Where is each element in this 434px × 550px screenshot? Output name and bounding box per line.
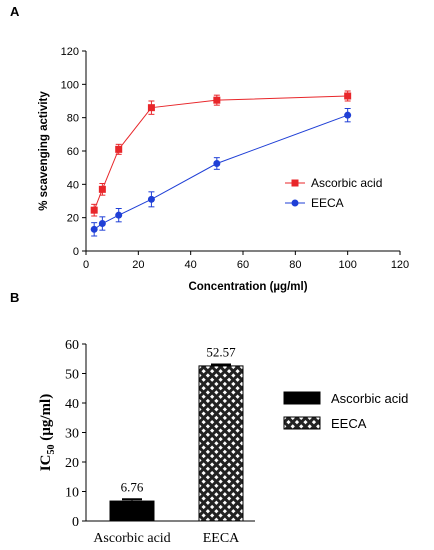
data-point [90,225,98,233]
data-label: 52.57 [206,344,236,359]
legend-label: EECA [311,196,344,210]
panel-b-chart: 0 10 20 30 40 50 60 IC50 (µg/ml) 6.76 Ascorbic ac… [38,338,408,546]
data-point [344,111,352,119]
x-tick-label: 120 [391,259,409,271]
y-tick-label: 0 [73,246,79,258]
legend-marker [291,179,299,187]
panel-b-label: B [10,290,19,305]
legend-label: EECA [331,416,367,431]
legend-label: Ascorbic acid [311,176,382,190]
series-line-1 [93,95,348,211]
y-axis-title: % scavenging activity [38,91,50,211]
panel-a-chart: 0 20 40 60 80 100 120 0 20 40 60 80 100 120 Concentrat… [38,46,409,293]
data-point [147,195,155,203]
y-tick-label: 50 [65,368,79,383]
x-tick-label: 20 [132,259,144,271]
x-tick-label: 100 [338,259,356,271]
y-tick-label: 20 [65,456,79,471]
data-point [344,92,352,100]
data-point [147,104,155,112]
data-label: 6.76 [121,479,144,494]
data-point [98,220,106,227]
data-point [98,185,106,193]
legend-label: Ascorbic acid [331,391,408,406]
bar-2 [198,365,244,522]
y-tick-label: 100 [61,79,79,91]
x-tick-label: 80 [289,259,301,271]
legend-marker [291,199,299,207]
data-point [115,211,123,219]
y-tick-label: 0 [72,515,79,530]
y-axis-title: IC50 (µg/ml) [38,394,57,471]
x-tick-label: Ascorbic acid [93,531,170,546]
bar-1 [109,500,155,522]
y-tick-label: 120 [61,46,79,58]
data-point [115,145,123,153]
x-axis-title: Concentration (µg/ml) [188,281,307,293]
y-tick-label: 30 [65,427,79,442]
y-tick-label: 40 [67,179,79,191]
y-tick-label: 60 [67,146,79,158]
x-tick-label: EECA [203,531,240,546]
legend-swatch [283,391,321,405]
y-tick-label: 10 [65,486,79,501]
y-tick-label: 20 [67,213,79,225]
data-point [213,96,221,104]
panel-a-label: A [10,4,20,19]
x-tick-label: 0 [83,259,89,271]
data-point [90,206,98,214]
data-point [213,160,221,167]
legend-swatch [283,416,321,430]
y-tick-label: 40 [65,397,79,412]
y-tick-label: 60 [65,338,79,353]
x-tick-label: 40 [185,259,197,271]
x-tick-label: 60 [237,259,249,271]
y-tick-label: 80 [67,113,79,125]
